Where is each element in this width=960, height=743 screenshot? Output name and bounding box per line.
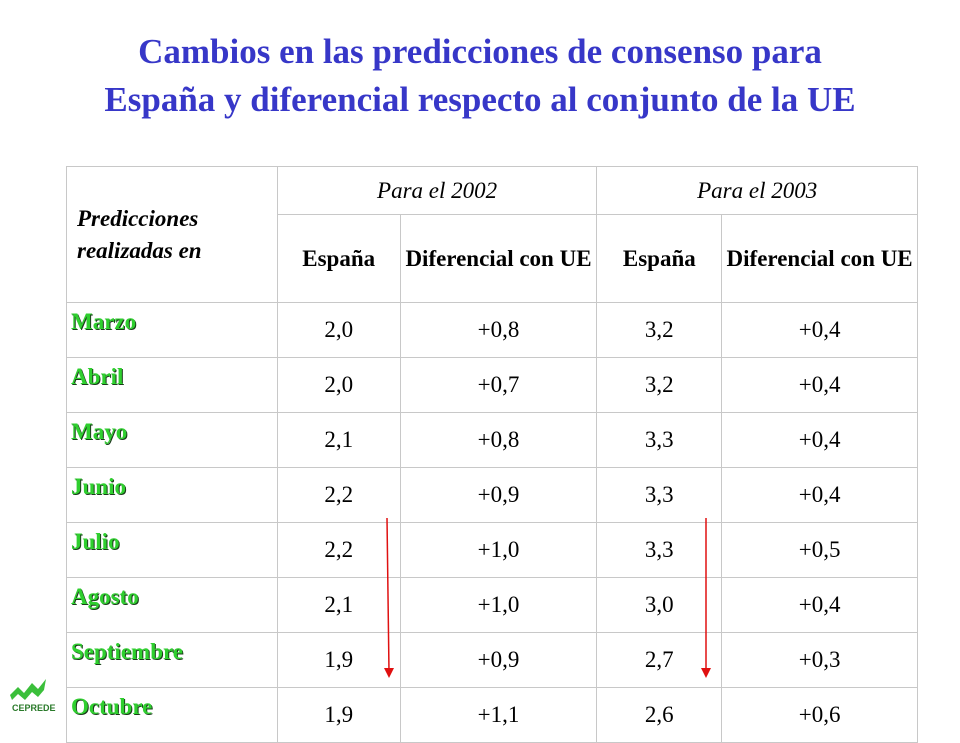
cell: +0,4 [721, 467, 918, 523]
logo: CEPREDE [12, 703, 56, 713]
month-label: Mayo [66, 412, 278, 468]
cell: +1,0 [399, 522, 598, 578]
cell: +0,4 [721, 412, 918, 468]
subheader: España [276, 214, 401, 303]
data-row: Marzo 2,0 +0,8 3,2 +0,4 [66, 302, 918, 358]
cell: 2,1 [276, 577, 401, 633]
slide: Cambios en las predicciones de consenso … [0, 28, 960, 743]
logo-mark [10, 679, 46, 700]
cell: +1,0 [399, 577, 598, 633]
cell: +0,4 [721, 357, 918, 413]
cell: 2,0 [276, 302, 401, 358]
header-row: Predicciones realizadas en Para el 2002 … [66, 166, 918, 303]
cell: +0,4 [721, 577, 918, 633]
month-label: Junio [66, 467, 278, 523]
cell: +0,7 [399, 357, 598, 413]
cell: 3,3 [596, 522, 723, 578]
subheader: España [596, 214, 723, 303]
arrows [10, 517, 711, 700]
cell: 2,2 [276, 522, 401, 578]
data-row: Mayo 2,1 +0,8 3,3 +0,4 [66, 412, 918, 468]
cell: 3,0 [596, 577, 723, 633]
data-row: Junio 2,2 +0,9 3,3 +0,4 [66, 467, 918, 523]
month-label: Septiembre [66, 632, 278, 688]
cell: 2,1 [276, 412, 401, 468]
cell: 1,9 [276, 632, 401, 688]
month-label: Julio [66, 522, 278, 578]
title-line: España y diferencial respecto al conjunt… [104, 80, 856, 119]
cell: 3,3 [596, 467, 723, 523]
cell: +0,8 [399, 412, 598, 468]
data-row: Agosto 2,1 +1,0 3,0 +0,4 [66, 577, 918, 633]
cell: 2,7 [596, 632, 723, 688]
arrow-head [384, 668, 394, 678]
cell: 3,2 [596, 302, 723, 358]
cell: +0,8 [399, 302, 598, 358]
month-label: Agosto [66, 577, 278, 633]
subheader-row: España Diferencial con UE España Diferen… [67, 214, 918, 303]
group-header: Para el 2002 [276, 166, 598, 215]
cell: +0,9 [399, 632, 598, 688]
cell: +0,5 [721, 522, 918, 578]
cell: +0,4 [721, 302, 918, 358]
cell: 2,0 [276, 357, 401, 413]
arrow-head [701, 668, 711, 678]
data-row: Abril 2,0 +0,7 3,2 +0,4 [66, 357, 918, 413]
title-line: Cambios en las predicciones de consenso … [138, 32, 822, 71]
cell: 2,2 [276, 467, 401, 523]
row-header: Predicciones realizadas en [66, 166, 278, 303]
cell: 3,3 [596, 412, 723, 468]
table: Predicciones realizadas en Para el 2002 … [66, 166, 918, 743]
subheader: Diferencial con UE [721, 214, 918, 303]
title: Cambios en las predicciones de consenso … [0, 28, 960, 124]
arrow [386, 517, 390, 673]
data-row: Julio 2,2 +1,0 3,3 +0,5 [66, 522, 918, 578]
